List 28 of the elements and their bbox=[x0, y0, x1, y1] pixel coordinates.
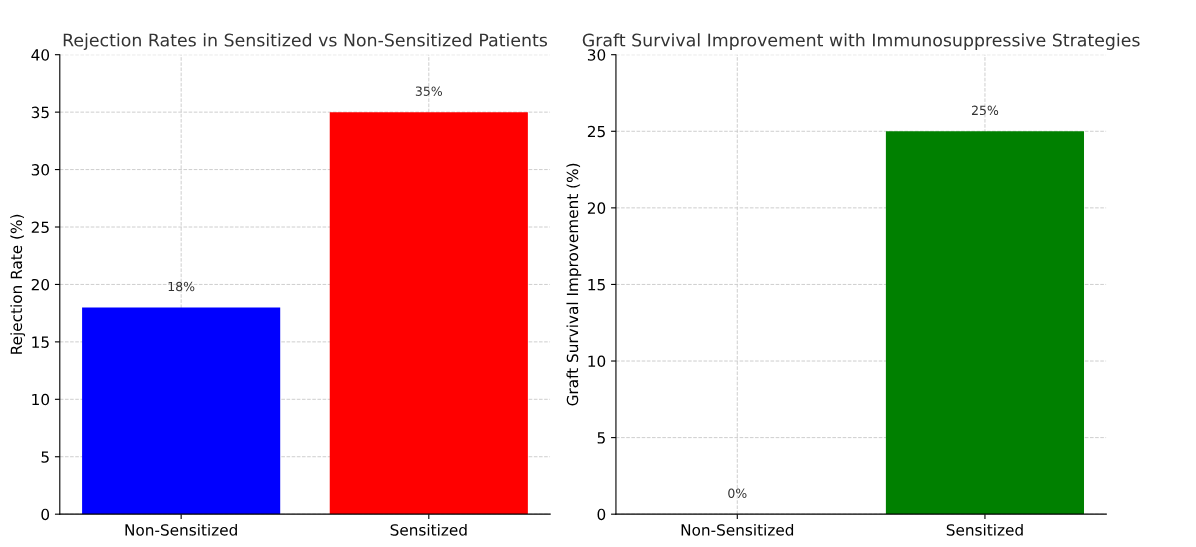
y-tick-label: 10 bbox=[588, 355, 606, 368]
x-tick-label: Sensitized bbox=[390, 523, 467, 536]
y-tick-label: 15 bbox=[32, 336, 49, 348]
y-tick-label: 10 bbox=[32, 393, 50, 406]
y-tick-label: 5 bbox=[597, 432, 605, 444]
y-tick-label: 30 bbox=[31, 164, 50, 176]
y-tick-label: 15 bbox=[588, 279, 605, 291]
y-tick-label: 20 bbox=[31, 278, 50, 291]
y-tick-label: 40 bbox=[31, 49, 50, 61]
y-tick-label: 0 bbox=[41, 508, 50, 521]
data-label: 18% bbox=[168, 281, 195, 292]
data-label: 0% bbox=[728, 488, 747, 498]
y-tick-label: 25 bbox=[587, 125, 605, 138]
y-tick-label: 25 bbox=[31, 221, 49, 234]
y-tick-label: 0 bbox=[597, 508, 606, 521]
chart-title: Graft Survival Improvement with Immunosuppressive Strategies bbox=[582, 33, 1140, 50]
y-tick-label: 35 bbox=[31, 106, 49, 119]
chart-title: Rejection Rates in Sensitized vs Non-Sensitized Patients bbox=[63, 33, 548, 50]
x-tick-label: Sensitized bbox=[946, 523, 1023, 536]
data-label: 25% bbox=[971, 105, 999, 116]
x-tick-label: Non-Sensitized bbox=[681, 523, 794, 536]
y-axis-title: Rejection Rate (%) bbox=[10, 214, 26, 354]
y-tick-label: 5 bbox=[41, 451, 49, 463]
y-tick-label: 20 bbox=[587, 202, 606, 214]
data-label: 35% bbox=[415, 86, 443, 96]
y-axis-title: Graft Survival Improvement (%) bbox=[566, 163, 582, 406]
x-tick-label: Non-Sensitized bbox=[125, 523, 237, 536]
y-tick-label: 30 bbox=[587, 49, 606, 61]
